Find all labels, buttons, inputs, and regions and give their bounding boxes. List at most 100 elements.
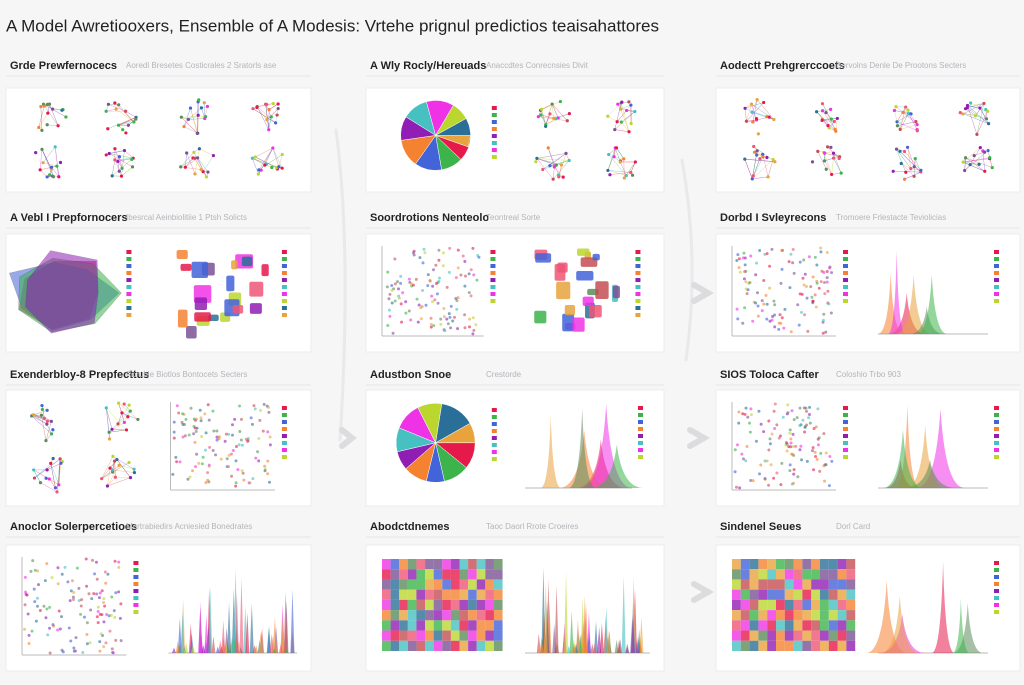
dot <box>114 639 117 642</box>
dot <box>808 255 811 258</box>
dot <box>803 313 806 316</box>
dot <box>762 430 765 433</box>
dot <box>194 427 197 430</box>
dot <box>736 317 739 320</box>
blob <box>261 264 268 276</box>
node <box>896 124 899 127</box>
legend-swatch <box>492 457 497 461</box>
dot <box>394 300 397 303</box>
dot <box>404 300 407 303</box>
mini-chart <box>382 559 503 651</box>
dot <box>408 310 411 313</box>
legend-swatch <box>843 299 848 303</box>
dot <box>810 296 813 299</box>
dot <box>252 404 255 407</box>
dot <box>51 576 54 579</box>
node <box>200 106 203 109</box>
node <box>64 115 67 118</box>
dot <box>46 633 49 636</box>
dot <box>101 589 104 592</box>
dot <box>105 613 108 616</box>
node <box>964 156 967 159</box>
blob <box>192 262 209 278</box>
heat-cell <box>758 620 767 630</box>
legend-swatch <box>994 406 999 410</box>
node <box>118 155 121 158</box>
node <box>773 160 776 163</box>
dot <box>793 272 796 275</box>
dot <box>427 273 430 276</box>
blob <box>231 260 238 269</box>
dot <box>72 647 75 650</box>
dot <box>63 566 66 569</box>
dot <box>766 252 769 255</box>
node <box>892 170 895 173</box>
dot <box>767 448 770 451</box>
node <box>117 124 120 127</box>
dot <box>759 463 762 466</box>
dot <box>236 468 239 471</box>
legend-swatch <box>843 250 848 254</box>
heat-cell <box>750 631 759 641</box>
dot <box>174 456 177 459</box>
dot <box>233 418 236 421</box>
panel-card <box>6 545 311 671</box>
dot <box>823 292 826 295</box>
node <box>54 145 57 148</box>
heat-cell <box>451 610 460 620</box>
dot <box>468 291 471 294</box>
dot <box>822 332 825 335</box>
legend-swatch <box>638 441 643 445</box>
legend-swatch <box>638 448 643 452</box>
dot <box>736 308 739 311</box>
blob <box>250 303 262 314</box>
dot <box>740 453 743 456</box>
dot <box>748 282 751 285</box>
legend-swatch <box>994 582 999 586</box>
node <box>55 165 58 168</box>
dot <box>434 264 437 267</box>
dot <box>819 247 822 250</box>
node <box>562 176 565 179</box>
dot <box>741 322 744 325</box>
node <box>206 105 209 108</box>
dot <box>742 252 745 255</box>
dot <box>803 430 806 433</box>
dot <box>798 424 801 427</box>
heat-cell <box>391 559 400 569</box>
dot <box>247 439 250 442</box>
dot <box>770 248 773 251</box>
dot <box>769 442 772 445</box>
heat-cell <box>767 631 776 641</box>
dot <box>744 413 747 416</box>
dot <box>437 249 440 252</box>
node <box>257 172 260 175</box>
node <box>59 161 62 164</box>
dot <box>216 439 219 442</box>
node <box>118 464 121 467</box>
dot <box>215 429 218 432</box>
heat-cell <box>732 579 741 589</box>
dot <box>745 407 748 410</box>
dot <box>796 416 799 419</box>
dot <box>449 326 452 329</box>
node <box>823 152 826 155</box>
heat-cell <box>802 559 811 569</box>
dot <box>471 332 474 335</box>
dot <box>186 478 189 481</box>
dot <box>97 621 100 624</box>
node <box>824 111 827 114</box>
dot <box>786 403 789 406</box>
heat-cell <box>829 620 838 630</box>
heat-cell <box>442 569 451 579</box>
heat-cell <box>485 579 494 589</box>
heat-cell <box>811 569 820 579</box>
heat-cell <box>802 620 811 630</box>
dot <box>800 458 803 461</box>
legend-swatch <box>282 250 287 254</box>
dot <box>792 473 795 476</box>
node <box>559 100 562 103</box>
heat-cell <box>802 631 811 641</box>
dot <box>251 423 254 426</box>
